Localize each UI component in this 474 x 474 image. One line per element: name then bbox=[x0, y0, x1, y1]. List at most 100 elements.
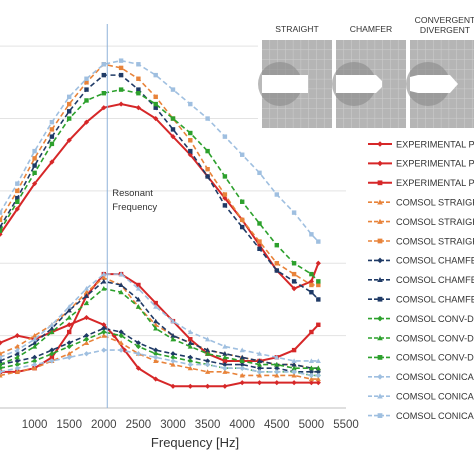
data-point bbox=[118, 329, 124, 335]
data-point bbox=[14, 206, 20, 212]
data-point bbox=[188, 101, 193, 107]
data-point bbox=[205, 358, 211, 364]
x-tick-label: 5000 bbox=[299, 419, 325, 431]
data-point bbox=[136, 62, 141, 67]
data-point bbox=[83, 336, 90, 342]
data-point bbox=[14, 365, 20, 371]
data-point bbox=[0, 210, 3, 215]
data-point bbox=[66, 343, 72, 350]
data-point bbox=[205, 166, 210, 172]
data-point bbox=[135, 105, 141, 111]
series-line bbox=[0, 327, 319, 373]
data-point bbox=[239, 358, 245, 364]
data-point bbox=[101, 275, 107, 280]
data-point bbox=[291, 279, 297, 284]
data-point bbox=[315, 260, 321, 266]
data-point bbox=[32, 343, 38, 349]
legend-label: COMSOL CONICAL bbox=[396, 411, 474, 421]
data-point bbox=[222, 361, 228, 368]
series-7 bbox=[0, 325, 321, 375]
data-point bbox=[101, 271, 107, 277]
data-point bbox=[256, 358, 263, 364]
legend-label: COMSOL CONICAL bbox=[396, 372, 474, 382]
data-point bbox=[15, 181, 20, 186]
resonant-frequency-label: Frequency bbox=[112, 202, 157, 213]
data-point bbox=[222, 369, 228, 374]
series-14 bbox=[0, 271, 321, 364]
data-point bbox=[101, 62, 107, 67]
legend-entry: COMSOL CHAMFER bbox=[368, 295, 474, 305]
data-point bbox=[0, 224, 3, 230]
x-tick-label: 2500 bbox=[126, 419, 152, 431]
data-point bbox=[239, 199, 245, 204]
series-line bbox=[0, 63, 319, 286]
legend-entry: COMSOL CONICAL bbox=[368, 392, 474, 402]
data-point bbox=[239, 152, 245, 157]
data-point bbox=[84, 76, 89, 81]
data-point bbox=[49, 159, 55, 165]
data-point bbox=[239, 361, 245, 368]
data-point bbox=[188, 138, 193, 143]
data-point bbox=[0, 351, 3, 356]
data-point bbox=[14, 347, 20, 353]
data-point bbox=[308, 358, 314, 364]
data-point bbox=[239, 217, 245, 223]
data-point bbox=[308, 365, 314, 371]
data-point bbox=[187, 383, 193, 389]
data-point bbox=[101, 286, 107, 291]
data-point bbox=[377, 315, 383, 322]
data-point bbox=[377, 374, 383, 380]
data-point bbox=[0, 358, 3, 364]
data-point bbox=[101, 91, 107, 96]
data-point bbox=[309, 329, 314, 335]
data-point bbox=[187, 343, 193, 349]
data-point bbox=[170, 116, 176, 121]
data-point bbox=[15, 188, 20, 194]
data-point bbox=[66, 329, 72, 335]
data-point bbox=[0, 369, 3, 375]
data-point bbox=[205, 347, 211, 353]
series-line bbox=[0, 280, 319, 370]
legend-label: COMSOL CONICAL bbox=[396, 392, 474, 402]
data-point bbox=[274, 361, 280, 367]
data-point bbox=[315, 358, 321, 364]
data-point bbox=[66, 137, 72, 143]
data-point bbox=[170, 351, 176, 357]
data-point bbox=[222, 365, 228, 371]
legend-entry: COMSOL STRAIGHT bbox=[368, 217, 474, 227]
inset-panel: CHAMFER bbox=[332, 24, 406, 128]
data-point bbox=[136, 87, 141, 92]
inset-panel: STRAIGHT bbox=[258, 24, 332, 128]
data-point bbox=[32, 361, 38, 368]
data-point bbox=[101, 325, 107, 331]
data-point bbox=[83, 300, 90, 306]
data-point bbox=[153, 376, 159, 382]
data-point bbox=[118, 72, 124, 78]
data-point bbox=[315, 372, 321, 379]
data-point bbox=[66, 94, 72, 100]
data-point bbox=[377, 160, 383, 167]
data-point bbox=[187, 329, 193, 335]
data-point bbox=[153, 115, 159, 122]
data-point bbox=[308, 278, 314, 284]
data-point bbox=[84, 98, 89, 103]
data-point bbox=[308, 376, 314, 382]
data-point bbox=[83, 289, 90, 295]
legend-entry: COMSOL CONICAL bbox=[368, 372, 474, 382]
data-point bbox=[135, 343, 141, 350]
data-point bbox=[291, 261, 297, 266]
data-point bbox=[274, 261, 280, 266]
data-point bbox=[0, 340, 3, 346]
data-point bbox=[316, 239, 321, 244]
data-point bbox=[118, 271, 124, 277]
data-point bbox=[153, 72, 158, 78]
data-point bbox=[315, 376, 321, 382]
data-point bbox=[84, 87, 89, 92]
data-point bbox=[153, 101, 158, 107]
data-point bbox=[377, 238, 383, 244]
data-point bbox=[170, 383, 176, 389]
data-point bbox=[66, 322, 72, 328]
data-point bbox=[309, 232, 314, 237]
data-point bbox=[49, 355, 55, 360]
data-point bbox=[32, 156, 37, 161]
